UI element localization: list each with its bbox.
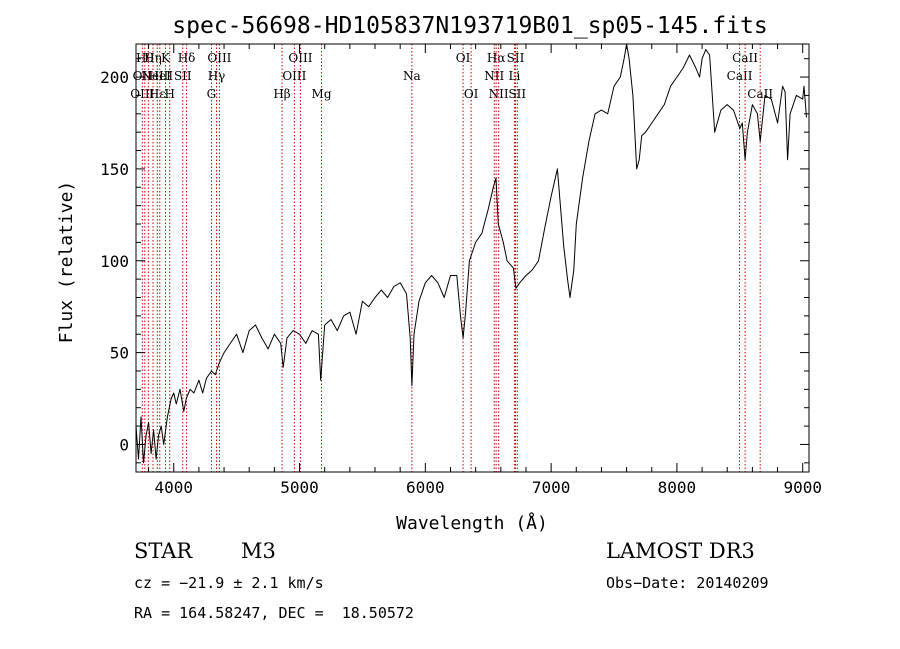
plot-frame [135,43,810,473]
line-label-14-0: OIII [282,69,306,83]
x-tick-label-3: 7000 [532,478,571,497]
line-label-20-0: NII [484,69,504,83]
chart-title: spec-56698-HD105837N193719B01_sp05-145.f… [172,13,767,39]
plot-area [135,43,807,464]
line-label-19-0: OI [464,87,479,101]
line-label-8-0: SII [174,69,192,83]
object-class: STAR [134,539,193,563]
line-label-11-0: Hγ [208,69,226,83]
line-label-24-0: SII [507,51,525,65]
spectrum-line-0 [135,43,807,464]
y-tick-label-1: 50 [110,344,129,363]
y-tick-label-3: 150 [100,160,129,179]
line-label-23-0: Li [508,69,520,83]
line-label-16-0: Mg [312,87,332,101]
line-label-13-0: Hβ [273,87,290,101]
object-subclass: M3 [241,539,276,563]
line-label-28-0: CaII [747,87,773,101]
line-label-9-0: Hδ [178,51,196,65]
coordinates-readout: RA = 164.58247, DEC = 18.50572 [134,604,414,622]
line-label-12-0: OIII [207,51,231,65]
line-label-22-0: NII [489,87,509,101]
x-tick-label-1: 5000 [280,478,319,497]
x-tick-label-0: 4000 [154,478,193,497]
x-tick-label-2: 6000 [406,478,445,497]
y-tick-label-0: 0 [119,435,129,454]
line-label-7-0: H [164,87,174,101]
line-label-3-0: Hη [144,51,162,65]
emission-line-markers: OIIOIIIHθHηNeIIIHεHeIKHSIIHδGHγOIIIHβOII… [130,44,773,472]
spectrum-chart: spec-56698-HD105837N193719B01_sp05-145.f… [56,13,822,534]
survey-name: LAMOST DR3 [606,539,755,563]
x-axis-label: Wavelength (Å) [396,512,548,534]
line-label-15-0: OIII [288,51,312,65]
y-axis-label: Flux (relative) [56,181,77,344]
line-label-10-0: G [207,87,217,101]
line-label-4-1: Hε [149,87,166,101]
redshift-readout: cz = −21.9 ± 2.1 km/s [134,574,324,592]
x-tick-label-4: 8000 [658,478,697,497]
axes: 4000 5000 6000 7000 8000 9000 0 50 100 150 200 [100,44,822,497]
line-label-18-0: OI [456,51,471,65]
line-label-0-0: OII [133,69,153,83]
line-label-25-0: SII [508,87,526,101]
y-tick-label-2: 100 [100,252,129,271]
line-label-17-0: Na [403,69,421,83]
line-label-21-0: Hα [487,51,506,65]
line-label-5-0: HeI [149,69,172,83]
line-label-6-0: K [161,51,171,65]
observation-date: Obs−Date: 20140209 [606,574,769,592]
y-tick-label-4: 200 [100,68,129,87]
x-tick-label-5: 9000 [783,478,822,497]
line-label-27-0: CaII [732,51,758,65]
line-label-1-0: Hθ [136,51,154,65]
line-label-26-0: CaII [727,69,753,83]
